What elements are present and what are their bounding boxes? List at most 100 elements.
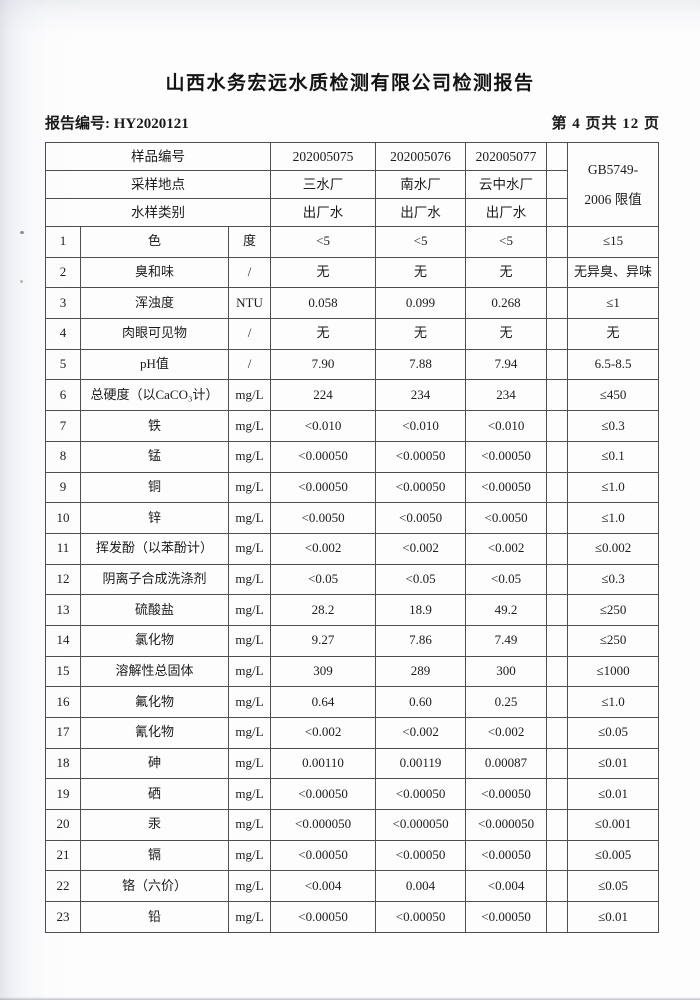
value-cell: 0.099 bbox=[375, 287, 467, 320]
spacer-cell bbox=[546, 287, 569, 320]
table-row: 8 锰 mg/L <0.00050 <0.00050 <0.00050 ≤0.1 bbox=[45, 440, 660, 473]
report-number-value: HY2020121 bbox=[113, 116, 189, 132]
table-row: 16 氟化物 mg/L 0.64 0.60 0.25 ≤1.0 bbox=[45, 686, 660, 718]
scan-speck bbox=[20, 280, 23, 283]
value-cell: 28.2 bbox=[270, 594, 377, 626]
limit-header-line2: 2006 限值 bbox=[584, 191, 642, 207]
row-number-cell: 2 bbox=[45, 256, 81, 289]
limit-header-cell: GB5749- 2006 限值 bbox=[567, 142, 660, 227]
param-cell: pH值 bbox=[80, 348, 229, 381]
type-cell: 出厂水 bbox=[375, 198, 467, 227]
row-number-cell: 22 bbox=[45, 870, 81, 903]
table-row: 6 总硬度（以CaCO₃计） mg/L 224 234 234 ≤450 bbox=[45, 379, 660, 412]
table-row: 23 铅 mg/L <0.00050 <0.00050 <0.00050 ≤0.01 bbox=[45, 901, 660, 933]
limit-cell: ≤1 bbox=[567, 287, 660, 320]
value-cell: 无 bbox=[270, 318, 377, 350]
row-number-cell: 10 bbox=[45, 502, 81, 534]
table-row: 11 挥发酚（以苯酚计） mg/L <0.002 <0.002 <0.002 ≤0.002 bbox=[45, 532, 660, 565]
table-row: 7 铁 mg/L <0.010 <0.010 <0.010 ≤0.3 bbox=[45, 410, 660, 442]
param-cell: 氰化物 bbox=[80, 717, 229, 749]
value-cell: <0.010 bbox=[465, 410, 548, 442]
value-cell: 300 bbox=[465, 655, 548, 688]
value-cell: <0.002 bbox=[465, 717, 548, 749]
unit-cell: mg/L bbox=[227, 717, 272, 749]
row-number-cell: 13 bbox=[45, 594, 81, 626]
unit-cell: mg/L bbox=[227, 870, 272, 903]
param-cell: 锌 bbox=[80, 502, 229, 534]
table-row: 14 氯化物 mg/L 9.27 7.86 7.49 ≤250 bbox=[45, 624, 660, 657]
header-row-sample-no: 样品编号 202005075 202005076 202005077 GB574… bbox=[44, 142, 660, 227]
value-cell: <0.00050 bbox=[465, 901, 548, 933]
unit-cell: mg/L bbox=[227, 471, 272, 504]
spacer-cell bbox=[546, 901, 569, 933]
spacer-cell bbox=[546, 686, 569, 718]
value-cell: 无 bbox=[465, 256, 548, 289]
spacer-cell bbox=[546, 624, 569, 657]
scan-bottom-edge bbox=[0, 997, 700, 1000]
param-cell: 挥发酚（以苯酚计） bbox=[80, 532, 229, 565]
table-row: 22 铬（六价） mg/L <0.004 0.004 <0.004 ≤0.05 bbox=[45, 870, 660, 903]
param-cell: 色 bbox=[80, 226, 229, 258]
unit-cell: mg/L bbox=[227, 410, 272, 442]
value-cell: <0.0050 bbox=[270, 502, 377, 534]
spacer-cell bbox=[546, 142, 569, 171]
table-row: 13 硫酸盐 mg/L 28.2 18.9 49.2 ≤250 bbox=[45, 594, 660, 626]
table-row: 17 氰化物 mg/L <0.002 <0.002 <0.002 ≤0.05 bbox=[45, 717, 660, 749]
sample-no-cell: 202005075 bbox=[270, 142, 377, 171]
unit-cell: mg/L bbox=[227, 379, 272, 412]
report-number: 报告编号: HY2020121 bbox=[45, 112, 189, 133]
value-cell: <0.05 bbox=[465, 563, 548, 596]
limit-cell: ≤0.002 bbox=[567, 532, 660, 565]
location-cell: 南水厂 bbox=[375, 170, 467, 199]
param-cell: 汞 bbox=[80, 809, 229, 841]
param-cell: 阴离子合成洗涤剂 bbox=[80, 563, 229, 596]
table-row: 19 硒 mg/L <0.00050 <0.00050 <0.00050 ≤0.01 bbox=[45, 778, 660, 811]
table-row: 2 臭和味 / 无无无无异臭、异味 bbox=[45, 256, 660, 289]
value-cell: 无 bbox=[375, 256, 467, 289]
spacer-cell bbox=[546, 809, 569, 841]
value-cell: <0.00050 bbox=[270, 778, 377, 811]
spacer-cell bbox=[546, 198, 569, 227]
unit-cell: mg/L bbox=[227, 747, 272, 780]
limit-cell: ≤1.0 bbox=[567, 502, 660, 534]
unit-cell: / bbox=[227, 348, 272, 381]
value-cell: <0.002 bbox=[375, 717, 467, 749]
value-cell: <0.002 bbox=[270, 532, 377, 565]
value-cell: 49.2 bbox=[465, 594, 548, 626]
value-cell: <0.00050 bbox=[465, 440, 548, 473]
location-cell: 云中水厂 bbox=[465, 170, 548, 199]
table-row: 3 浑浊度 NTU 0.058 0.099 0.268 ≤1 bbox=[45, 287, 660, 320]
type-cell: 出厂水 bbox=[270, 198, 377, 227]
param-cell: 硫酸盐 bbox=[80, 594, 229, 626]
param-cell: 臭和味 bbox=[80, 256, 229, 289]
value-cell: <0.00050 bbox=[375, 778, 467, 811]
value-cell: <0.00050 bbox=[270, 471, 377, 504]
limit-cell: 无 bbox=[567, 318, 660, 350]
spacer-cell bbox=[546, 747, 569, 780]
unit-cell: mg/L bbox=[227, 532, 272, 565]
unit-cell: 度 bbox=[227, 226, 272, 258]
value-cell: <0.010 bbox=[375, 410, 467, 442]
value-cell: <0.002 bbox=[465, 532, 548, 565]
limit-cell: ≤450 bbox=[567, 379, 660, 412]
param-cell: 硒 bbox=[80, 778, 229, 811]
unit-cell: NTU bbox=[227, 287, 272, 320]
row-number-cell: 17 bbox=[45, 717, 81, 749]
unit-cell: / bbox=[227, 318, 272, 350]
param-cell: 浑浊度 bbox=[80, 287, 229, 320]
value-cell: <5 bbox=[465, 226, 548, 258]
value-cell: 无 bbox=[375, 318, 467, 350]
unit-cell: mg/L bbox=[227, 655, 272, 688]
value-cell: 0.268 bbox=[465, 287, 548, 320]
row-number-cell: 1 bbox=[45, 226, 81, 258]
value-cell: <0.0050 bbox=[375, 502, 467, 534]
value-cell: 0.60 bbox=[375, 686, 467, 718]
value-cell: 0.004 bbox=[375, 870, 467, 903]
value-cell: <0.00050 bbox=[270, 901, 377, 933]
spacer-cell bbox=[546, 226, 569, 258]
value-cell: <0.00050 bbox=[375, 440, 467, 473]
value-cell: <0.002 bbox=[375, 532, 467, 565]
value-cell: <0.00050 bbox=[375, 901, 467, 933]
type-cell: 出厂水 bbox=[465, 198, 548, 227]
value-cell: 0.25 bbox=[465, 686, 548, 718]
